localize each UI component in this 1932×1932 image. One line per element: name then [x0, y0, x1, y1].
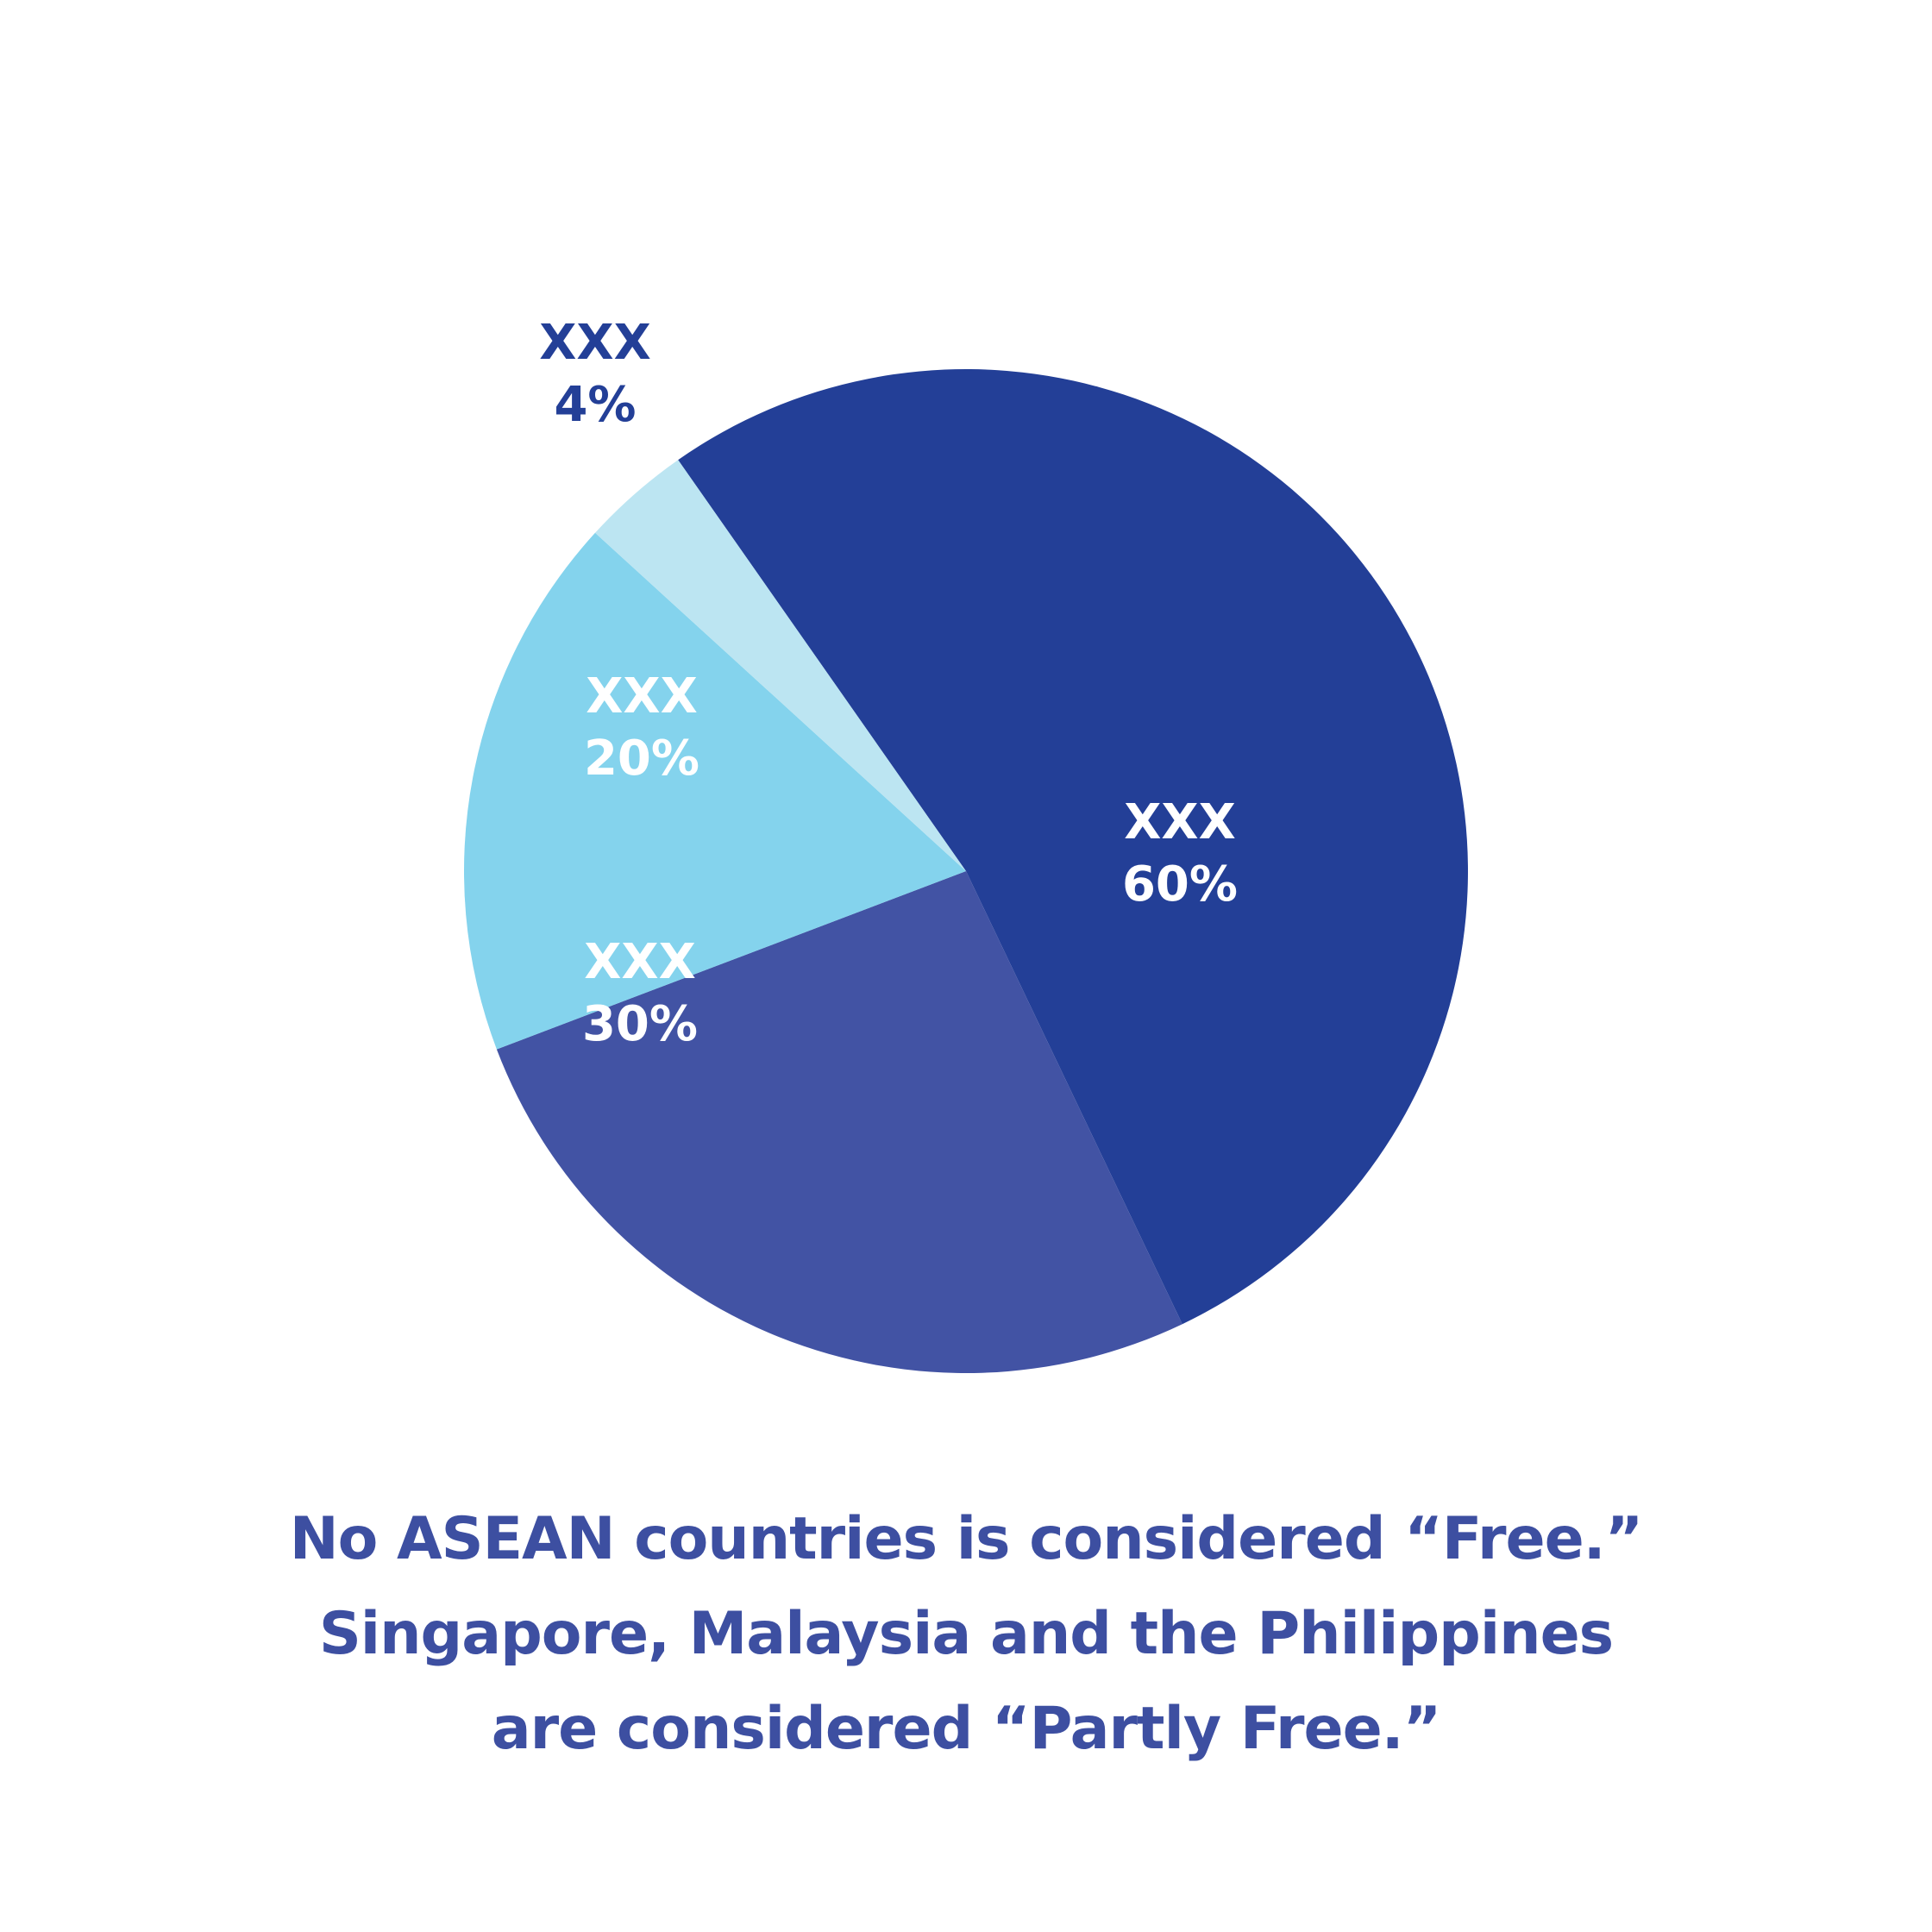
caption-line-3: are considered “Partly Free.”	[491, 1695, 1442, 1763]
slice-value-4: 4%	[554, 377, 636, 433]
pie-labels: XXX 60% XXX 30% XXX 20% XXX 4%	[539, 315, 1238, 1052]
pie-slice-2	[496, 871, 1182, 1374]
pie-slice-3	[463, 532, 966, 1050]
slice-label-4: XXX	[539, 315, 651, 371]
slice-label-1: XXX	[1124, 794, 1236, 850]
pie-slices	[463, 369, 1468, 1374]
caption-line-1: No ASEAN countries is considered “Free.”	[289, 1505, 1644, 1573]
caption-line-2: Singapore, Malaysia and the Philippines	[318, 1600, 1614, 1668]
pie-slice-4	[595, 460, 966, 871]
slice-value-1: 60%	[1122, 856, 1238, 913]
chart-caption: No ASEAN countries is considered “Free.”…	[0, 1492, 1932, 1777]
pie-slice-1	[678, 369, 1468, 1325]
slice-label-3: XXX	[586, 668, 698, 724]
slice-value-2: 30%	[582, 996, 698, 1052]
slice-label-2: XXX	[584, 934, 696, 990]
slice-value-3: 20%	[584, 731, 699, 787]
